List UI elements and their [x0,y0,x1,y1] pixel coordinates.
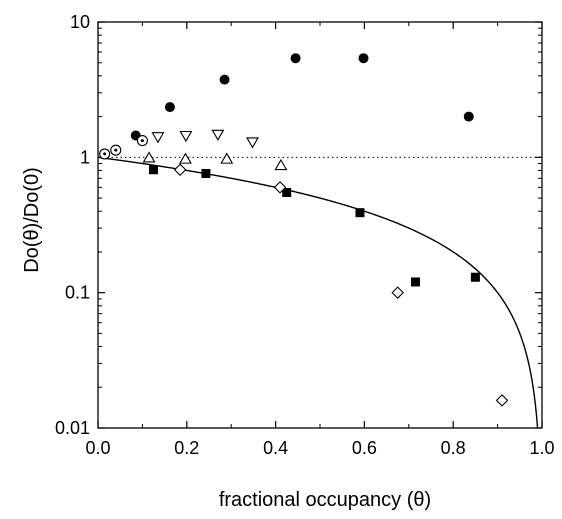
open-circle-dot-point [110,144,122,156]
tick-labels-group: 0.0 0.2 0.4 0.6 0.8 1.0 0.01 0.1 1 10 [55,12,555,458]
triangle-up-point [220,152,234,164]
data-points-group [99,53,509,407]
diamond-point [495,394,509,407]
y-tick-label: 1 [80,147,90,167]
diamond-point [273,181,287,194]
triangle-down-point [211,129,225,141]
diamond-point [391,286,404,299]
y-axis-title: Do(θ)/Do(0) [21,167,43,273]
filled-square-point [410,277,420,287]
filled-square-point [149,165,158,175]
fit-curve-group [97,156,539,429]
triangle-down-point [179,130,193,143]
fit-curve [97,156,539,429]
x-tick-label: 0.8 [441,438,466,458]
triangle-down-point [151,132,165,144]
x-tick-label: 1.0 [529,438,554,458]
open-circle-dot-point [136,135,148,147]
filled-circle-point [290,53,301,64]
open-circle-center [140,139,144,143]
x-axis-title: fractional occupancy (θ) [219,489,431,511]
y-tick-label: 0.01 [55,418,90,438]
filled-circle-point [463,111,474,122]
triangle-down-point [246,137,259,149]
open-circle-center [114,148,118,152]
plot-axes [97,21,543,429]
filled-square-point [470,272,480,282]
filled-circle-point [219,74,230,85]
y-tick-label: 0.1 [65,283,90,303]
filled-circle-point [358,53,369,64]
open-circle-center [103,152,107,156]
filled-square-point [355,208,365,218]
filled-square-point [282,187,292,197]
filled-square-point [201,168,211,178]
filled-circle-point [164,102,175,113]
triangle-up-point [142,151,156,163]
x-tick-label: 0.6 [352,438,377,458]
y-tick-label: 10 [70,12,90,32]
diamond-point [173,163,187,176]
x-tick-label: 0.4 [263,438,288,458]
open-circle-dot-point [99,148,111,160]
x-tick-label: 0.0 [85,438,110,458]
triangle-up-point [274,158,288,171]
triangle-up-point [179,152,192,164]
plot-frame [97,21,543,429]
x-tick-label: 0.2 [174,438,199,458]
